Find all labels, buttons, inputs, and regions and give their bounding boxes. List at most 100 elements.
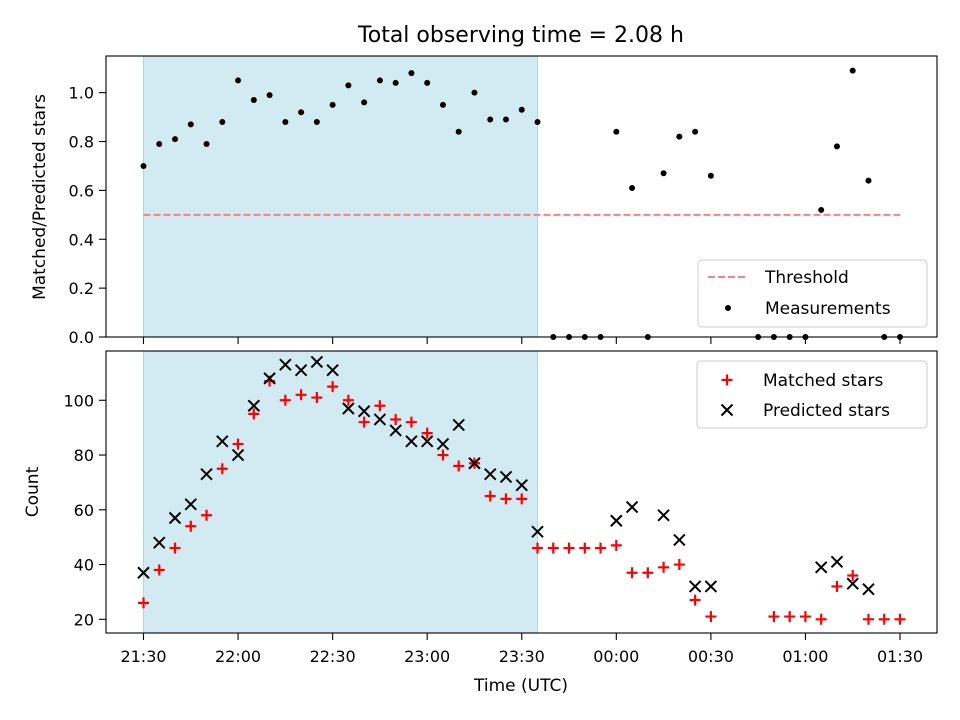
count-panel: 20 40 60 80 100 21:30 22:00 22:30 23:00 23:30 00:… — [23, 350, 938, 696]
x-tick-label: 22:30 — [310, 647, 356, 666]
predicted-star-point — [231, 448, 245, 462]
y-tick-label: 60 — [74, 501, 94, 520]
matched-star-point — [453, 460, 465, 472]
measurement-point — [282, 118, 289, 125]
predicted-star-point — [420, 435, 434, 448]
matched-star-point — [768, 611, 780, 623]
matched-star-point — [500, 493, 512, 505]
x-tick-label: 00:30 — [688, 647, 734, 666]
legend-label: Matched stars — [763, 371, 883, 391]
matched-star-point — [405, 416, 417, 428]
y-tick-label: 100 — [63, 391, 94, 410]
matched-star-point — [532, 542, 544, 554]
predicted-star-point — [452, 418, 465, 432]
x-tick-label: 00:00 — [593, 647, 639, 666]
matched-star-point — [153, 564, 165, 576]
predicted-star-point — [294, 363, 308, 377]
x-tick-label: 21:30 — [120, 647, 166, 666]
count-y-axis-label: Count — [23, 466, 43, 517]
legend-predicted-swatch — [720, 403, 734, 417]
predicted-star-point — [625, 500, 639, 514]
measurement-point — [518, 106, 525, 113]
measurement-point — [692, 128, 699, 135]
measurement-point — [865, 177, 872, 184]
y-tick-label: 0.0 — [69, 328, 94, 347]
legend-label: Predicted stars — [763, 401, 890, 421]
matched-star-point — [595, 542, 607, 554]
measurement-points-layer — [140, 67, 903, 340]
matched-star-point — [705, 611, 717, 623]
measurement-point — [187, 121, 194, 128]
matched-star-point — [673, 559, 685, 571]
legend-matched-swatch — [721, 374, 733, 386]
measurement-point — [613, 128, 620, 135]
x-tick-label: 23:30 — [499, 647, 545, 666]
predicted-star-point — [405, 435, 418, 448]
observing-window-shade — [143, 55, 539, 338]
predicted-star-point — [342, 402, 355, 415]
matched-star-point — [516, 493, 528, 505]
matched-star-point — [658, 561, 670, 573]
legend-box — [697, 259, 928, 328]
measurement-point — [298, 109, 305, 116]
matched-star-point — [374, 400, 386, 412]
predicted-star-point — [673, 533, 686, 547]
measurement-point — [156, 140, 163, 147]
matched-star-point — [563, 542, 575, 554]
matched-star-point — [815, 613, 827, 625]
predicted-star-point — [200, 467, 213, 481]
predicted-star-point — [326, 363, 339, 377]
matched-star-point — [437, 449, 449, 461]
matched-star-point — [610, 539, 622, 551]
x-tick-label: 23:00 — [404, 647, 450, 666]
measurement-point — [219, 118, 226, 125]
legend-label: Measurements — [765, 299, 891, 319]
predicted-star-point — [468, 457, 481, 470]
predicted-star-point — [704, 580, 718, 593]
measurement-point — [408, 70, 415, 77]
measurement-point — [140, 162, 147, 169]
count-points-layer — [137, 355, 906, 625]
matched-star-point — [626, 567, 638, 579]
measurement-point — [172, 136, 179, 143]
measurement-point — [361, 99, 368, 106]
predicted-star-point — [279, 358, 292, 371]
matched-star-point — [138, 597, 149, 609]
time-x-axis-label: Time (UTC) — [473, 676, 568, 696]
predicted-star-point — [153, 536, 166, 549]
measurement-point — [424, 79, 431, 86]
measurement-point — [345, 82, 352, 89]
measurement-point — [534, 118, 541, 125]
measurement-point — [250, 96, 257, 103]
matched-star-point — [847, 570, 859, 582]
matched-star-point — [689, 594, 701, 606]
predicted-star-point — [310, 355, 324, 369]
measurement-point — [376, 77, 383, 84]
matched-star-point — [185, 520, 197, 532]
measurement-point — [849, 67, 856, 74]
matched-star-point — [342, 394, 354, 406]
matched-star-point — [878, 613, 890, 625]
matched-star-point — [421, 427, 433, 439]
y-tick-label: 0.8 — [69, 133, 94, 152]
x-tick-label: 01:00 — [782, 647, 828, 666]
y-tick-label: 0.2 — [69, 279, 94, 298]
measurement-point — [487, 116, 494, 123]
matched-star-point — [642, 567, 654, 579]
matched-star-point — [279, 394, 291, 406]
measurement-point — [629, 184, 636, 191]
measurement-point — [818, 206, 825, 213]
legend-label: Threshold — [764, 268, 849, 288]
y-tick-label: 40 — [74, 556, 94, 575]
predicted-star-point — [657, 509, 670, 522]
legend-measurement-swatch — [725, 305, 731, 311]
matched-star-point — [232, 438, 244, 450]
measurement-point — [455, 128, 462, 135]
measurement-point — [266, 92, 273, 99]
y-tick-label: 0.4 — [69, 230, 94, 249]
predicted-star-point — [515, 478, 528, 492]
count-y-axis: 20 40 60 80 100 — [63, 391, 106, 629]
matched-star-point — [799, 611, 811, 623]
matched-star-point — [311, 392, 323, 404]
